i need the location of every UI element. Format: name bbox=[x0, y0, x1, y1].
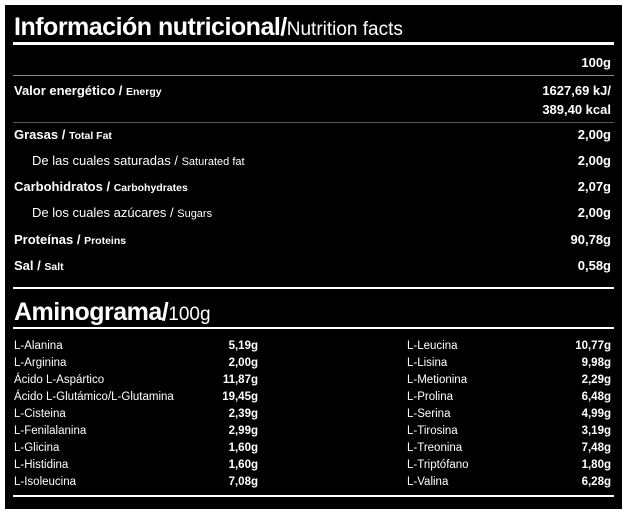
label-en: Saturated fat bbox=[181, 156, 245, 168]
label: De las cuales saturadas / bbox=[32, 153, 182, 168]
divider bbox=[13, 495, 614, 497]
amino-name: L-Triptófano bbox=[407, 459, 469, 471]
title-light: Nutrition facts bbox=[286, 19, 403, 40]
amino-value: 2,29g bbox=[581, 374, 611, 386]
row-label: De los cuales azúcares / Sugars bbox=[32, 205, 212, 220]
amino-value: 9,98g bbox=[581, 357, 611, 369]
label-en: Sugars bbox=[177, 208, 213, 220]
amino-value: 5,19g bbox=[228, 340, 258, 352]
label-en: Energy bbox=[126, 86, 162, 98]
amino-name: L-Serina bbox=[407, 408, 451, 420]
row-value: 2,07g bbox=[577, 179, 611, 194]
row-label: Grasas / Total Fat bbox=[14, 127, 112, 142]
amino-name: L-Lisina bbox=[407, 357, 448, 369]
amino-value: 6,48g bbox=[581, 391, 611, 403]
amino-name: L-Metionina bbox=[407, 374, 468, 386]
amino-value: 19,45g bbox=[222, 391, 258, 403]
amino-name: L-Prolina bbox=[407, 391, 454, 403]
label: Proteínas / bbox=[14, 232, 85, 247]
amino-value: 1,60g bbox=[228, 442, 258, 454]
divider bbox=[13, 75, 614, 76]
amino-name: L-Isoleucina bbox=[14, 476, 77, 488]
row-label: Proteínas / Proteins bbox=[14, 232, 126, 247]
amino-value: 11,87g bbox=[222, 374, 258, 386]
amino-name: L-Valina bbox=[407, 476, 449, 488]
label-en: Proteins bbox=[84, 235, 127, 247]
amino-value: 6,28g bbox=[581, 476, 611, 488]
amino-name: L-Glicina bbox=[14, 442, 60, 454]
row-value: 2,00g bbox=[577, 127, 611, 142]
divider bbox=[13, 122, 614, 123]
amino-name: L-Tirosina bbox=[407, 425, 458, 437]
aminogram-title-light: 100g bbox=[168, 304, 211, 325]
amino-value: 1,80g bbox=[581, 459, 611, 471]
amino-value: 3,19g bbox=[581, 425, 611, 437]
label-en: Salt bbox=[44, 261, 64, 273]
row-label: De las cuales saturadas / Saturated fat bbox=[32, 153, 245, 168]
amino-value: 2,00g bbox=[228, 357, 258, 369]
amino-name: Ácido L-Aspártico bbox=[14, 374, 105, 386]
amino-name: L-Histidina bbox=[14, 459, 69, 471]
label: Carbohidratos / bbox=[14, 179, 114, 194]
amino-value: 7,48g bbox=[581, 442, 611, 454]
divider bbox=[13, 42, 614, 45]
amino-name: Ácido L-Glutámico/L-Glutamina bbox=[14, 391, 174, 403]
title: Información nutricional/Nutrition facts bbox=[14, 13, 403, 42]
row-label: Carbohidratos / Carbohydrates bbox=[14, 179, 188, 194]
label: Grasas / bbox=[14, 127, 69, 142]
row-label: Sal / Salt bbox=[14, 258, 64, 273]
row-value: 90,78g bbox=[570, 232, 611, 247]
amino-value: 4,99g bbox=[581, 408, 611, 420]
amino-name: L-Fenilalanina bbox=[14, 425, 87, 437]
amino-value: 2,99g bbox=[228, 425, 258, 437]
row-value: 2,00g bbox=[577, 153, 611, 168]
label: De los cuales azúcares / bbox=[32, 205, 178, 220]
amino-name: L-Alanina bbox=[14, 340, 63, 352]
amino-value: 1,60g bbox=[228, 459, 258, 471]
label-en: Carbohydrates bbox=[113, 182, 188, 194]
amino-value: 10,77g bbox=[575, 340, 611, 352]
row-value: 1627,69 kJ/ bbox=[542, 83, 611, 98]
amino-name: L-Arginina bbox=[14, 357, 67, 369]
aminogram-title: Aminograma/100g bbox=[14, 298, 211, 327]
divider bbox=[13, 327, 614, 329]
row-value: 0,58g bbox=[577, 258, 611, 273]
aminogram-title-bold: Aminograma/ bbox=[14, 298, 169, 326]
row-value: 389,40 kcal bbox=[542, 102, 611, 117]
amino-name: L-Cisteina bbox=[14, 408, 66, 420]
row-value: 2,00g bbox=[577, 205, 611, 220]
label: Valor energético / bbox=[14, 83, 126, 98]
label: Sal / bbox=[14, 258, 45, 273]
column-header: 100g bbox=[581, 55, 611, 70]
nutrition-panel: Información nutricional/Nutrition facts … bbox=[5, 5, 622, 509]
amino-name: L-Leucina bbox=[407, 340, 458, 352]
amino-value: 7,08g bbox=[228, 476, 258, 488]
title-bold: Información nutricional/ bbox=[14, 13, 287, 41]
row-label: Valor energético / Energy bbox=[14, 83, 162, 98]
label-en: Total Fat bbox=[68, 130, 112, 142]
amino-value: 2,39g bbox=[228, 408, 258, 420]
divider bbox=[13, 287, 614, 289]
amino-name: L-Treonina bbox=[407, 442, 463, 454]
